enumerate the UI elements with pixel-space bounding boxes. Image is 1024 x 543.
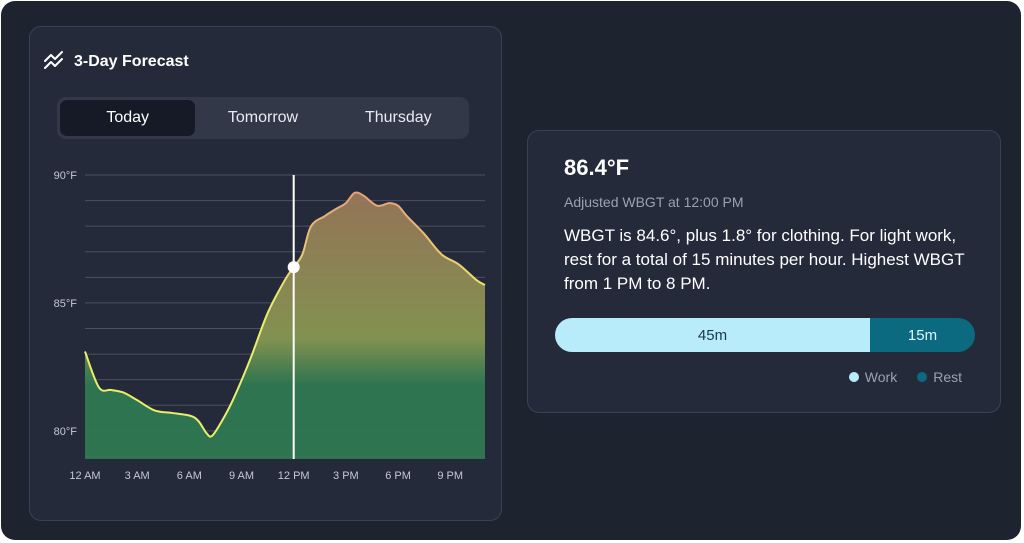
work-rest-legend: Work Rest	[848, 369, 962, 385]
x-tick-label: 6 PM	[385, 470, 411, 482]
wbgt-description: WBGT is 84.6°, plus 1.8° for clothing. F…	[564, 226, 965, 293]
wbgt-detail-card: 86.4°F Adjusted WBGT at 12:00 PM WBGT is…	[527, 130, 1001, 413]
forecast-header: 3-Day Forecast	[44, 50, 189, 74]
forecast-card: 3-Day Forecast Today Tomorrow Thursday 8…	[29, 26, 502, 521]
x-tick-label: 3 PM	[333, 470, 359, 482]
x-tick-label: 3 AM	[125, 470, 150, 482]
legend-rest-dot	[917, 372, 928, 382]
y-tick-label: 90°F	[54, 170, 78, 182]
forecast-chart[interactable]: 80°F 85°F 90°F 12 AM 3 AM 6 AM 9 AM 12 PM 3 PM 6 …	[30, 27, 503, 522]
x-tick-label: 6 AM	[177, 470, 202, 482]
x-tick-label: 12 PM	[278, 470, 310, 482]
day-tabs: Today Tomorrow Thursday	[57, 97, 469, 139]
tab-today[interactable]: Today	[60, 100, 196, 136]
legend-work: Work	[848, 369, 898, 385]
x-tick-label: 12 AM	[69, 470, 100, 482]
rest-segment: 15m	[870, 318, 975, 352]
tab-tomorrow[interactable]: Tomorrow	[227, 109, 299, 126]
x-tick-label: 9 PM	[437, 470, 463, 482]
x-tick-label: 9 AM	[229, 470, 254, 482]
adjusted-wbgt-subtitle: Adjusted WBGT at 12:00 PM	[564, 194, 744, 210]
y-tick-label: 85°F	[54, 298, 78, 310]
adjusted-temperature: 86.4°F	[564, 155, 630, 180]
forecast-title: 3-Day Forecast	[74, 53, 189, 70]
legend-rest-label: Rest	[933, 369, 962, 385]
selected-point	[287, 261, 300, 274]
legend-rest: Rest	[917, 369, 962, 385]
trend-lines-icon	[44, 50, 64, 74]
work-rest-bar: 45m 15m	[555, 318, 975, 352]
series-area	[85, 192, 485, 460]
legend-work-label: Work	[864, 369, 898, 385]
y-tick-label: 80°F	[54, 426, 78, 438]
legend-work-dot	[848, 372, 859, 382]
work-segment: 45m	[555, 318, 870, 352]
tab-thursday[interactable]: Thursday	[364, 109, 432, 126]
